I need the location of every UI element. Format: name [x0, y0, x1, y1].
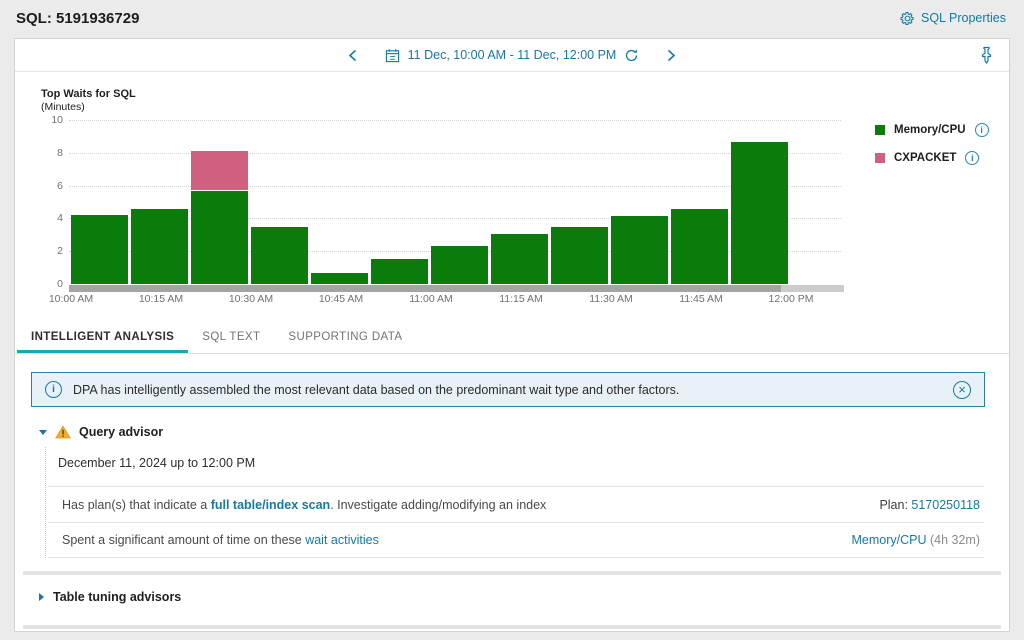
legend-item: Memory/CPU i — [875, 123, 989, 137]
chevron-right-icon — [667, 49, 676, 62]
caret-right-icon — [39, 593, 44, 601]
bar-segment[interactable] — [71, 215, 128, 284]
tab-sql-text[interactable]: SQL TEXT — [202, 331, 261, 343]
main-panel: 11 Dec, 10:00 AM - 11 Dec, 12:00 PM Top … — [14, 38, 1010, 632]
info-circle-icon[interactable]: i — [965, 151, 980, 165]
bar-segment[interactable] — [191, 190, 248, 284]
chart-subtitle: (Minutes) — [41, 101, 85, 113]
text-fragment: . Investigate adding/modifying an index — [330, 497, 547, 512]
chevron-left-icon — [348, 49, 357, 62]
advisor-row: Has plan(s) that indicate a full table/i… — [48, 486, 984, 522]
bar-segment[interactable] — [131, 208, 188, 284]
bar-segment[interactable] — [611, 215, 668, 284]
legend-label: Memory/CPU — [894, 124, 966, 136]
bar-segment[interactable] — [191, 151, 248, 191]
chart-plot: 0 2 4 6 8 10 10:00 AM 10:15 AM 10:30 AM 10:45 AM 1… — [49, 114, 844, 305]
x-axis-label: 11:30 AM — [589, 293, 633, 305]
gridline — [69, 218, 841, 220]
warning-triangle-icon — [55, 425, 71, 439]
link-memory-cpu[interactable]: Memory/CPU — [851, 533, 927, 547]
section-divider — [23, 571, 1001, 575]
advisor-row-value: Plan: 5170250118 — [879, 498, 980, 512]
time-range-toolbar: 11 Dec, 10:00 AM - 11 Dec, 12:00 PM — [15, 39, 1009, 72]
legend-swatch — [875, 153, 885, 163]
x-axis-label: 10:30 AM — [228, 293, 274, 305]
bar-segment[interactable] — [671, 209, 728, 284]
y-axis-label: 4 — [57, 212, 63, 225]
x-axis-label: 10:00 AM — [48, 293, 94, 305]
advisor-date-line: December 11, 2024 up to 12:00 PM — [58, 456, 256, 470]
page-title: SQL: 5191936729 — [16, 9, 140, 27]
gear-icon — [900, 11, 915, 26]
gridline — [69, 185, 841, 187]
advisor-row: Spent a significant amount of time on th… — [48, 522, 984, 558]
y-axis-label: 6 — [57, 179, 63, 192]
advisor-row-text: Has plan(s) that indicate a full table/i… — [62, 498, 546, 512]
query-advisor-title: Query advisor — [79, 425, 164, 439]
pin-button[interactable] — [980, 46, 993, 64]
y-axis-label: 10 — [51, 114, 63, 126]
query-advisor-body: December 11, 2024 up to 12:00 PM Has pla… — [45, 447, 984, 558]
tab-bar: INTELLIGENT ANALYSIS SQL TEXT SUPPORTING D… — [15, 323, 1009, 354]
text-fragment: Has plan(s) that indicate a — [62, 497, 211, 512]
bar-segment[interactable] — [731, 142, 788, 284]
bar-segment[interactable] — [491, 233, 548, 284]
date-range-label: 11 Dec, 10:00 AM - 11 Dec, 12:00 PM — [407, 48, 617, 62]
bar-segment[interactable] — [251, 226, 308, 284]
bar-segment[interactable] — [551, 226, 608, 284]
date-range-picker[interactable]: 11 Dec, 10:00 AM - 11 Dec, 12:00 PM — [385, 48, 640, 63]
bar-segment[interactable] — [371, 259, 428, 284]
tab-supporting-data[interactable]: SUPPORTING DATA — [288, 331, 403, 343]
advisor-row-text: Spent a significant amount of time on th… — [62, 533, 379, 547]
link-wait-activities[interactable]: wait activities — [305, 533, 379, 547]
table-tuning-toggle[interactable]: Table tuning advisors — [39, 590, 181, 604]
previous-interval-button[interactable] — [346, 47, 359, 64]
section-divider — [23, 625, 1001, 629]
x-axis-label: 11:00 AM — [409, 293, 453, 305]
y-axis-label: 8 — [57, 146, 63, 159]
info-banner: i DPA has intelligently assembled the mo… — [31, 372, 985, 407]
pin-icon — [980, 46, 993, 64]
gridline — [69, 152, 841, 154]
chart-scrollbar-track[interactable] — [69, 285, 844, 292]
chart-legend: Memory/CPU i CXPACKET i — [875, 123, 989, 179]
text-fragment: Spent a significant amount of time on th… — [62, 533, 306, 547]
table-tuning-title: Table tuning advisors — [53, 590, 182, 604]
bar-segment[interactable] — [311, 273, 368, 284]
query-advisor-toggle[interactable]: Query advisor — [39, 425, 163, 439]
advisor-row-value: Memory/CPU (4h 32m) — [851, 533, 980, 547]
caret-down-icon — [39, 429, 47, 435]
refresh-icon[interactable] — [624, 48, 639, 63]
link-5170250118[interactable]: 5170250118 — [911, 497, 980, 512]
advisor-rows: Has plan(s) that indicate a full table/i… — [48, 486, 984, 558]
next-interval-button[interactable] — [665, 47, 678, 64]
gridline — [69, 120, 841, 121]
chart-scrollbar-thumb[interactable] — [69, 285, 781, 292]
text-fragment: (4h 32m) — [926, 533, 980, 547]
x-axis-label: 11:15 AM — [499, 293, 543, 305]
info-circle-icon: i — [45, 381, 62, 398]
bar-segment[interactable] — [431, 246, 488, 284]
x-axis-label: 11:45 AM — [679, 293, 723, 305]
x-axis-label: 12:00 PM — [768, 293, 814, 305]
y-axis-label: 2 — [57, 245, 63, 258]
top-header: SQL: 5191936729 SQL Properties — [0, 0, 1024, 36]
chart-title: Top Waits for SQL — [41, 88, 136, 100]
dismiss-banner-button[interactable]: × — [953, 380, 971, 399]
x-axis-label: 10:15 AM — [138, 293, 184, 305]
calendar-icon — [385, 48, 400, 63]
info-circle-icon[interactable]: i — [974, 123, 989, 137]
banner-text: DPA has intelligently assembled the most… — [73, 382, 680, 397]
legend-item: CXPACKET i — [875, 151, 989, 165]
tab-intelligent-analysis[interactable]: INTELLIGENT ANALYSIS — [17, 323, 189, 353]
sql-properties-label: SQL Properties — [921, 11, 1006, 25]
y-axis-label: 0 — [57, 278, 63, 290]
text-fragment: Plan: — [879, 497, 912, 512]
legend-swatch — [875, 125, 885, 135]
sql-properties-button[interactable]: SQL Properties — [900, 11, 1006, 26]
legend-label: CXPACKET — [894, 152, 957, 164]
x-axis-label: 10:45 AM — [318, 293, 364, 305]
link-full-table-index-scan[interactable]: full table/index scan — [210, 497, 331, 512]
